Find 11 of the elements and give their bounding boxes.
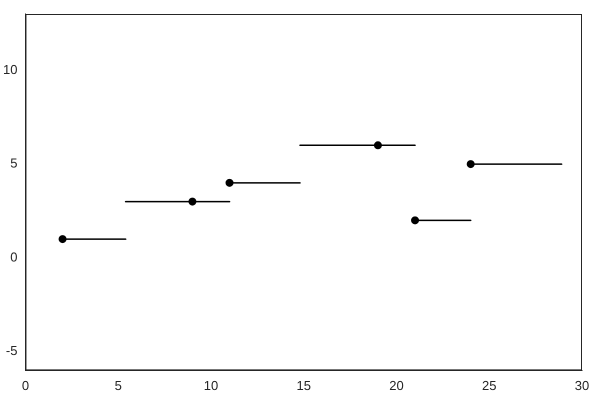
x-tick-label: 25 <box>482 378 496 393</box>
y-tick-label: 0 <box>10 249 18 264</box>
y-tick-label: 10 <box>2 62 18 77</box>
x-tick-label: 15 <box>296 378 311 393</box>
y-tick-label: -5 <box>6 343 18 358</box>
x-tick-label: 20 <box>389 378 404 393</box>
x-tick-label: 0 <box>22 378 30 393</box>
x-tick-label: 10 <box>204 378 218 393</box>
x-tick-label: 5 <box>114 378 122 393</box>
y-tick-label: 5 <box>10 156 18 171</box>
x-tick-label: 30 <box>574 378 590 393</box>
